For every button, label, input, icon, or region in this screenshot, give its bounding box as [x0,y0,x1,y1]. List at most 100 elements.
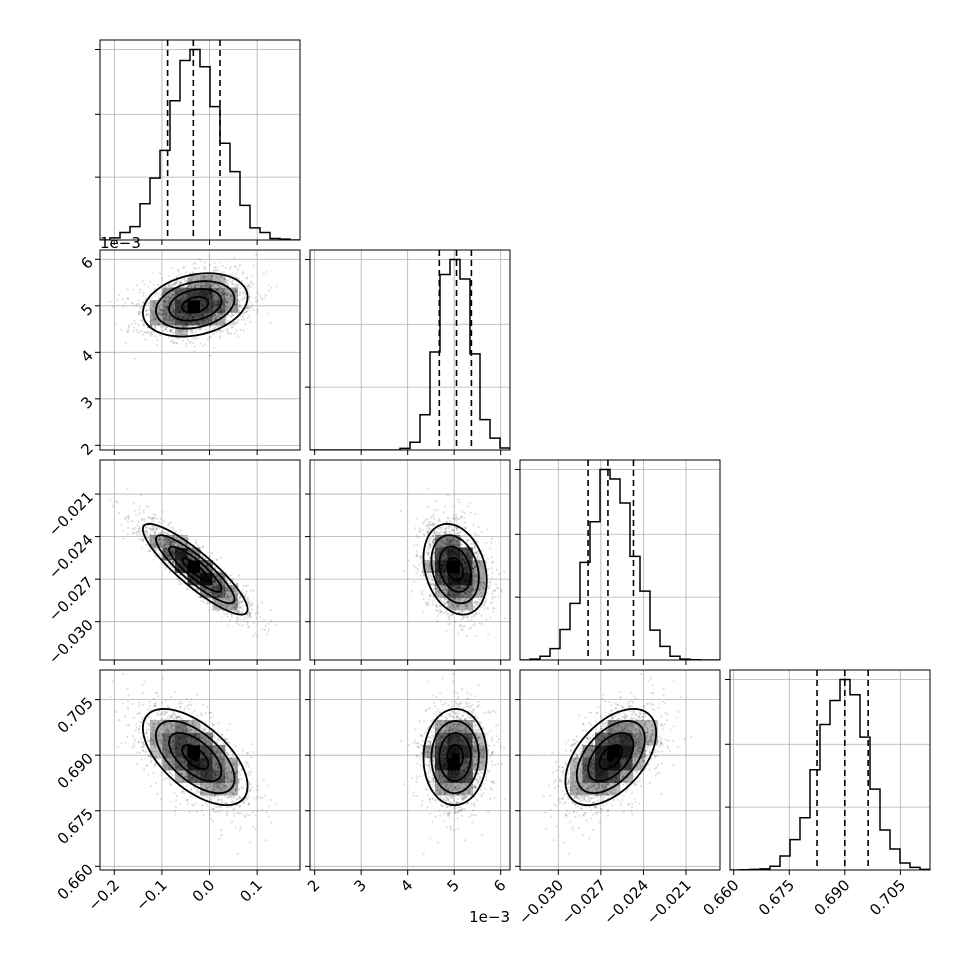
sample-point [174,289,177,292]
sample-point [195,309,198,312]
sample-point [175,550,179,553]
sample-point [477,601,481,604]
sample-point [247,299,250,302]
sample-point [227,595,230,598]
sample-point [177,310,180,314]
sample-point [137,299,141,302]
sample-point [213,314,216,317]
sample-point [149,534,152,537]
sample-point [222,591,226,594]
contour-level [181,296,210,314]
sample-point [185,569,188,572]
sample-point [181,294,185,298]
sample-point [248,301,252,304]
sample-point [197,308,200,311]
sample-point [166,307,169,310]
sample-point [173,554,176,557]
sample-point [213,300,216,303]
sample-point [151,517,154,520]
sample-point [185,304,188,308]
density-peak [191,565,200,574]
sample-point [220,582,224,585]
sample-point [254,612,257,615]
sample-point [233,604,237,607]
sample-point [256,608,259,611]
sample-point [174,551,177,554]
sample-point [233,309,236,313]
sample-point [200,303,204,307]
sample-point [469,556,472,559]
sample-point [140,493,143,497]
sample-point [174,301,177,304]
sample-point [187,301,190,304]
sample-point [225,586,229,589]
sample-point [234,305,238,308]
sample-point [190,564,193,567]
sample-point [115,500,118,503]
sample-point [186,296,189,300]
sample-point [140,319,144,322]
sample-point [184,344,187,347]
sample-point [163,550,166,553]
sample-point [173,310,176,314]
sample-point [171,311,174,314]
sample-point [175,312,178,316]
sample-point [153,317,157,320]
sample-point [197,557,200,560]
sample-point [203,261,206,264]
sample-point [191,328,195,332]
sample-point [243,311,246,314]
sample-point [426,518,429,521]
sample-point [182,566,186,569]
sample-point [199,315,202,318]
sample-point [211,593,214,596]
sample-point [192,308,195,311]
sample-point [169,329,172,332]
sample-point [451,597,454,600]
sample-point [175,550,178,553]
sample-point [198,290,201,293]
sample-point [170,550,174,554]
sample-point [219,337,222,340]
sample-point [442,612,445,615]
sample-point [237,601,240,604]
sample-point [151,543,154,546]
sample-point [474,574,477,577]
sample-point [197,595,200,598]
sample-point [186,305,189,308]
sample-point [169,541,172,544]
sample-point [184,306,187,309]
sample-point [180,551,183,554]
sample-point [171,306,175,309]
sample-point [212,577,216,581]
sample-point [177,305,181,308]
sample-point [465,596,468,599]
sample-point [453,563,456,566]
sample-point [126,533,129,536]
sample-point [182,332,185,335]
sample-point [218,261,221,264]
sample-point [159,309,162,312]
sample-point [173,549,176,552]
sample-point [234,289,237,292]
sample-point [211,586,215,589]
sample-point [203,300,206,303]
sample-point [434,563,437,567]
sample-point [205,582,208,585]
sample-point [205,281,208,285]
sample-point [193,286,197,289]
sample-point [190,565,193,568]
sample-point [182,313,185,316]
sample-point [171,306,174,309]
sample-point [448,540,451,543]
sample-point [212,304,215,307]
sample-point [209,308,212,311]
sample-point [203,319,206,322]
sample-point [189,309,193,313]
sample-point [154,531,157,534]
sample-point [210,307,213,310]
sample-point [216,287,220,290]
sample-point [178,555,181,558]
sample-point [182,329,185,332]
sample-point [175,556,178,559]
